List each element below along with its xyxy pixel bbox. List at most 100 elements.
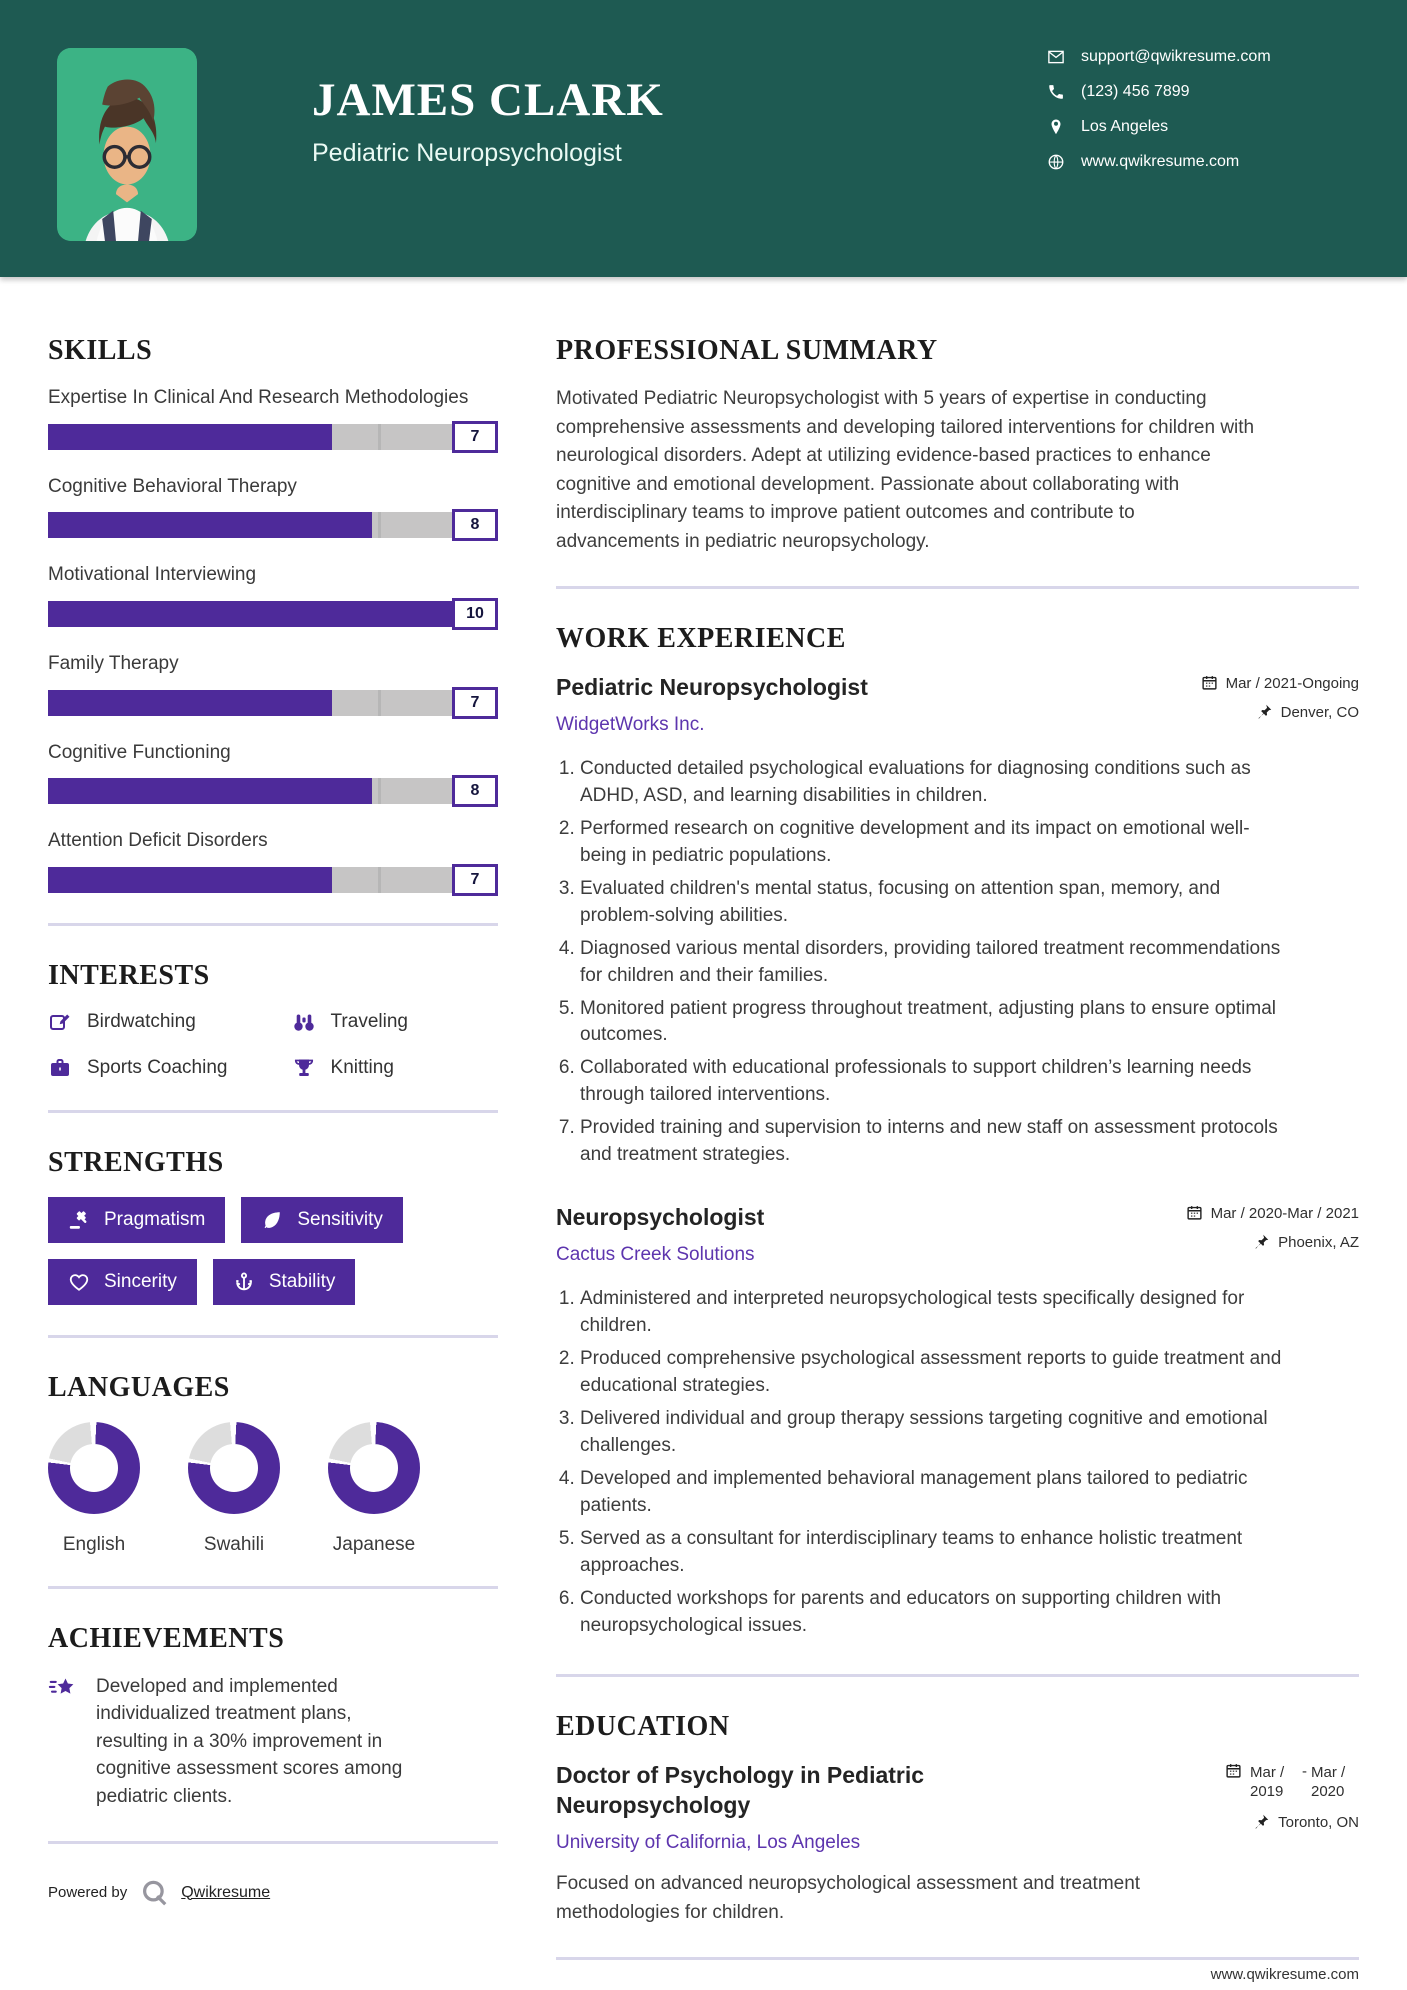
gavel-icon	[68, 1209, 90, 1231]
education-main: Doctor of Psychology in Pediatric Neurop…	[556, 1761, 996, 1855]
education-meta: Mar / 2019 - Mar / 2020 Toronto, ON	[1225, 1761, 1359, 1831]
divider	[556, 1673, 1359, 1677]
skill-value-badge: 8	[452, 775, 498, 808]
education-heading: EDUCATION	[556, 1710, 730, 1742]
skill-item: Family Therapy 7	[48, 651, 498, 719]
divider	[556, 1957, 1359, 1961]
school-link[interactable]: University of California, Los Angeles	[556, 1832, 861, 1854]
work-experience-section: WORK EXPERIENCE Pediatric Neuropsycholog…	[556, 623, 1359, 1640]
right-column: PROFESSIONAL SUMMARY Motivated Pediatric…	[556, 335, 1359, 1983]
job-bullet: Monitored patient progress throughout tr…	[580, 996, 1285, 1050]
skill-label: Motivational Interviewing	[48, 564, 257, 586]
anchor-icon	[233, 1271, 255, 1293]
skill-bar-fill	[48, 778, 372, 805]
skills-heading: SKILLS	[48, 335, 153, 366]
contact-text[interactable]: www.qwikresume.com	[1081, 153, 1240, 170]
divider	[48, 922, 498, 926]
trophy-icon	[292, 1056, 316, 1080]
education-section: EDUCATION Doctor of Psychology in Pediat…	[556, 1711, 1359, 1928]
left-column: SKILLS Expertise In Clinical And Researc…	[48, 335, 498, 1983]
interests-section: INTERESTS Birdwatching Traveling Sports Co…	[48, 960, 498, 1080]
pushpin-icon	[1253, 1813, 1270, 1830]
profile-photo-illustration	[58, 48, 196, 241]
company-link[interactable]: WidgetWorks Inc.	[556, 713, 705, 735]
job-bullet: Provided training and supervision to int…	[580, 1115, 1285, 1169]
job-meta: Mar / 2021-Ongoing Denver, CO	[1201, 673, 1359, 721]
strength-label: Stability	[268, 1270, 336, 1292]
job-bullet: Served as a consultant for interdiscipli…	[580, 1526, 1285, 1580]
summary-section: PROFESSIONAL SUMMARY Motivated Pediatric…	[556, 335, 1359, 556]
skill-value-badge: 8	[452, 509, 498, 542]
pushpin-icon	[1256, 703, 1273, 720]
email-icon	[1047, 48, 1065, 66]
language-label: Japanese	[332, 1533, 416, 1555]
strength-label: Sincerity	[104, 1270, 177, 1292]
language-donut-chart	[328, 1421, 420, 1514]
job-bullet-list: Administered and interpreted neuropsycho…	[556, 1286, 1285, 1640]
strength-chip: Sincerity	[48, 1258, 197, 1305]
language-label: Swahili	[203, 1533, 265, 1555]
job-bullet: Produced comprehensive psychological ass…	[580, 1346, 1285, 1400]
contact-row: www.qwikresume.com	[1047, 153, 1347, 171]
strength-label: Pragmatism	[104, 1208, 206, 1230]
footer-site-url[interactable]: www.qwikresume.com	[1210, 1966, 1359, 1984]
strength-chip: Sensitivity	[241, 1196, 403, 1243]
skill-value-badge: 7	[452, 863, 498, 896]
languages-list: English Swahili Japanese	[48, 1421, 498, 1556]
skill-item: Cognitive Behavioral Therapy 8	[48, 474, 498, 542]
job-entry: Pediatric Neuropsychologist WidgetWorks I…	[556, 673, 1359, 1169]
job-title: Pediatric Neuropsychologist	[556, 674, 868, 700]
skill-label: Cognitive Behavioral Therapy	[48, 475, 297, 497]
contact-text[interactable]: support@qwikresume.com	[1081, 48, 1271, 65]
achievements-heading: ACHIEVEMENTS	[48, 1622, 285, 1654]
qwikresume-link[interactable]: Qwikresume	[181, 1883, 271, 1901]
education-date-separator: -	[1302, 1762, 1307, 1780]
contact-row: support@qwikresume.com	[1047, 48, 1347, 66]
company-link[interactable]: Cactus Creek Solutions	[556, 1244, 755, 1266]
interest-item: Birdwatching	[48, 1010, 286, 1034]
degree-title: Doctor of Psychology in Pediatric Neurop…	[556, 1761, 925, 1818]
education-description: Focused on advanced neuropsychological a…	[556, 1873, 1141, 1923]
powered-by-label: Powered by	[48, 1884, 128, 1902]
achievement-item: Developed and implemented individualized…	[48, 1673, 498, 1811]
skill-bar: 10	[48, 597, 498, 630]
contact-text: Los Angeles	[1081, 118, 1169, 135]
divider	[556, 586, 1359, 589]
person-title: Pediatric Neuropsychologist	[312, 139, 622, 168]
strengths-heading: STRENGTHS	[48, 1146, 224, 1178]
job-bullet: Developed and implemented behavioral man…	[580, 1466, 1285, 1520]
language-item: Swahili	[188, 1421, 280, 1556]
heart-icon	[68, 1271, 90, 1293]
globe-icon	[1047, 153, 1065, 171]
job-bullet: Evaluated children's mental status, focu…	[580, 876, 1285, 930]
language-item: English	[48, 1421, 140, 1556]
calendar-icon	[1225, 1762, 1242, 1779]
identity-block: JAMES CLARK Pediatric Neuropsychologist	[312, 48, 664, 168]
job-bullet: Conducted workshops for parents and educ…	[580, 1586, 1285, 1640]
education-dates: Mar / 2019 - Mar / 2020	[1225, 1763, 1359, 1802]
skill-label: Attention Deficit Disorders	[48, 830, 268, 852]
job-bullet: Collaborated with educational profession…	[580, 1055, 1285, 1109]
contact-row: Los Angeles	[1047, 118, 1347, 136]
job-main: Pediatric Neuropsychologist WidgetWorks I…	[556, 673, 868, 736]
leaf-icon	[261, 1209, 283, 1231]
job-meta: Mar / 2020-Mar / 2021 Phoenix, AZ	[1186, 1203, 1359, 1251]
summary-heading: PROFESSIONAL SUMMARY	[556, 335, 938, 366]
education-head: Doctor of Psychology in Pediatric Neurop…	[556, 1761, 1359, 1855]
strengths-list: Pragmatism Sensitivity Sincerity Stability	[48, 1196, 498, 1305]
job-bullet: Administered and interpreted neuropsycho…	[580, 1286, 1285, 1340]
language-donut-chart	[188, 1421, 280, 1514]
education-location: Toronto, ON	[1253, 1814, 1359, 1831]
education-date-start: Mar / 2019	[1250, 1763, 1285, 1801]
interests-heading: INTERESTS	[48, 959, 210, 991]
job-bullet: Delivered individual and group therapy s…	[580, 1406, 1285, 1460]
qwikresume-logo-icon	[139, 1878, 169, 1908]
job-dates: Mar / 2020-Mar / 2021	[1186, 1205, 1359, 1222]
skill-bar-fill	[48, 512, 372, 539]
job-entry: Neuropsychologist Cactus Creek Solutions M…	[556, 1203, 1359, 1639]
divider	[48, 1840, 498, 1844]
skill-value-badge: 7	[452, 686, 498, 719]
interests-list: Birdwatching Traveling Sports Coaching Knit…	[48, 1010, 498, 1080]
location-pin-icon	[1047, 118, 1065, 136]
